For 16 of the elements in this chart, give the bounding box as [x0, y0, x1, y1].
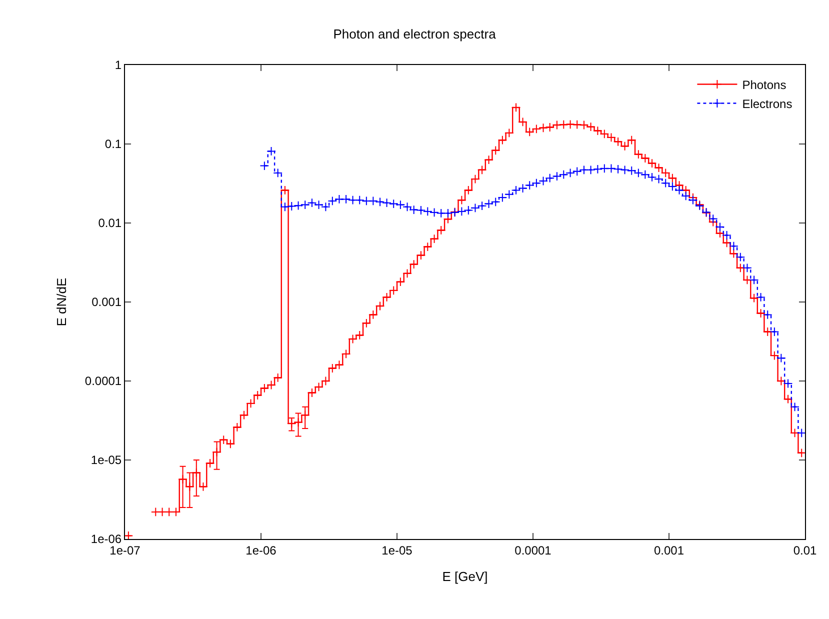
legend-label: Electrons [742, 96, 792, 111]
x-tick-label: 0.001 [654, 543, 684, 558]
y-tick-label: 0.1 [104, 137, 122, 152]
x-tick-label: 1e-05 [382, 543, 413, 558]
legend-label: Photons [742, 78, 786, 92]
y-tick-label: 1e-05 [90, 453, 122, 468]
y-tick-label: 0.0001 [84, 374, 122, 388]
y-axis-title: E dN/dE [54, 277, 69, 326]
chart-title: Photon and electron spectra [333, 26, 497, 42]
y-tick-label: 0.001 [92, 295, 122, 310]
x-tick-label: 1e-06 [246, 543, 277, 558]
y-tick-label: 0.01 [98, 216, 122, 230]
x-axis-title: E [GeV] [442, 569, 488, 584]
y-tick-label: 1 [114, 58, 122, 72]
x-tick-label: 0.01 [793, 543, 817, 558]
x-tick-label: 0.0001 [514, 543, 552, 558]
